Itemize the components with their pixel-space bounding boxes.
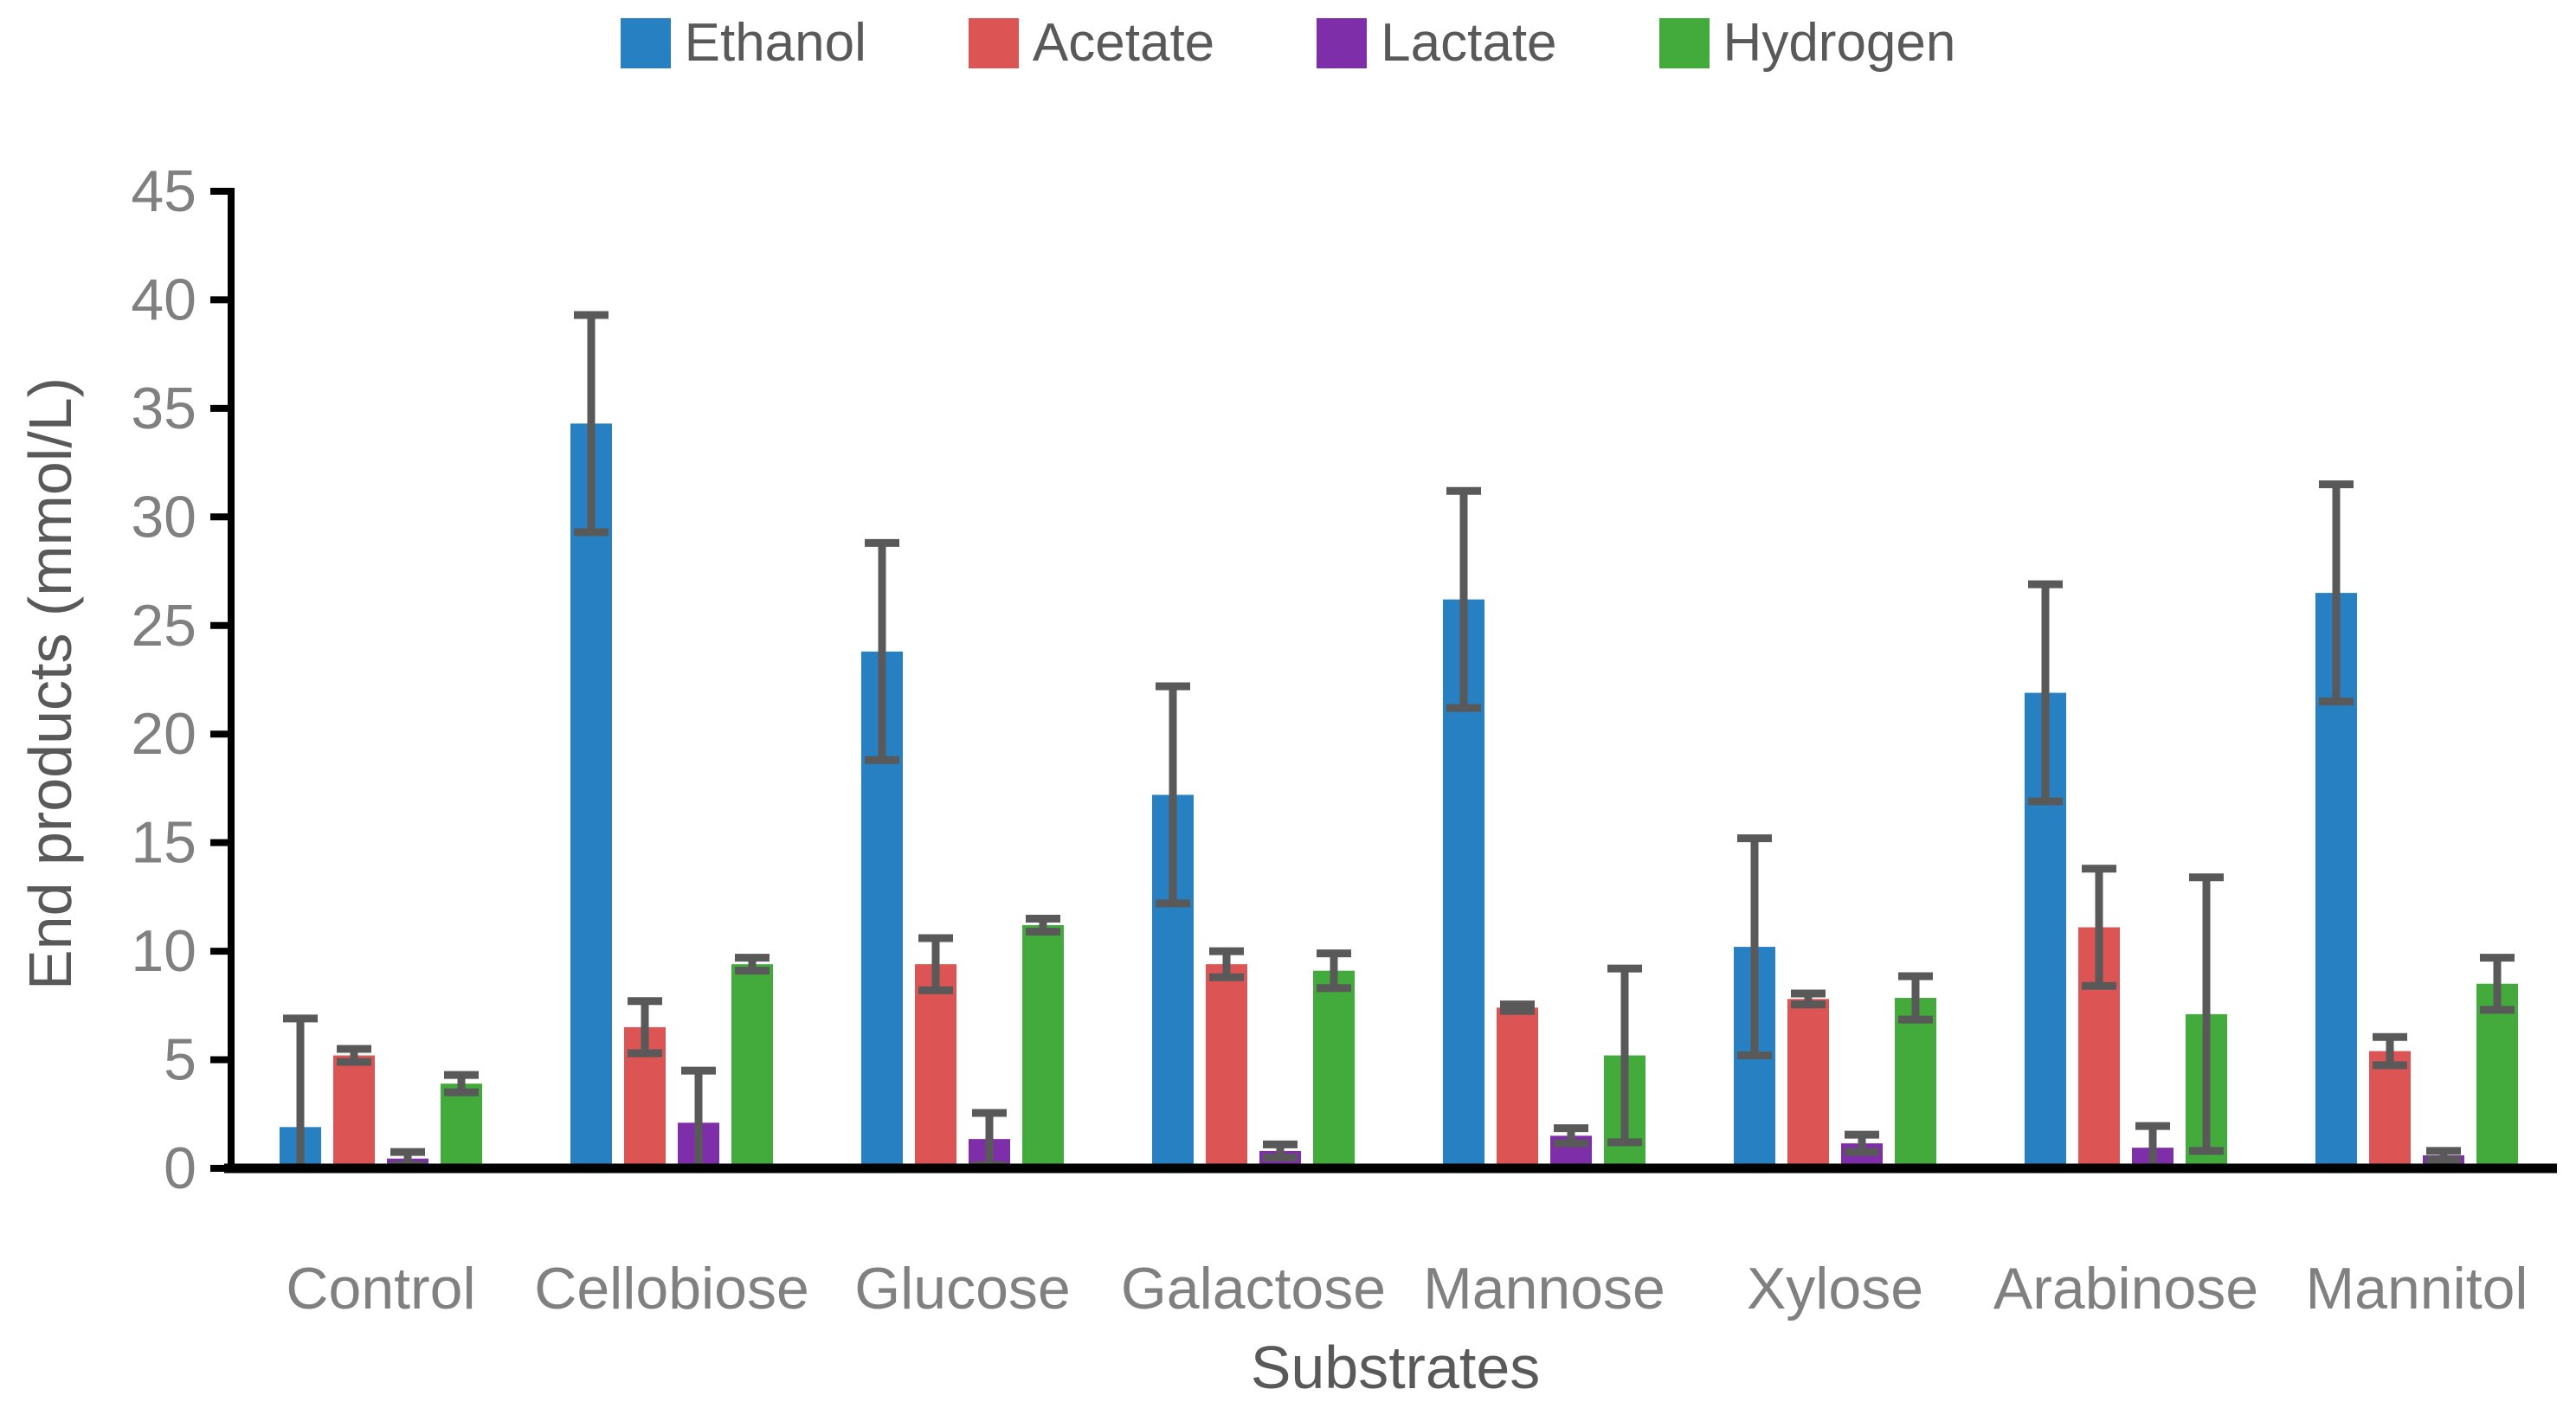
category-label-galactose: Galactose — [1121, 1256, 1386, 1322]
category-label-glucose: Glucose — [854, 1256, 1070, 1322]
bar-acetate-mannitol — [2369, 1051, 2411, 1168]
bar-acetate-mannose — [1497, 1007, 1538, 1168]
y-tick-label: 0 — [164, 1135, 196, 1201]
legend-item-hydrogen: Hydrogen — [1658, 12, 1956, 74]
x-axis-title: Substrates — [1250, 1334, 1541, 1401]
bar-acetate-xylose — [1787, 999, 1829, 1168]
bar-hydrogen-glucose — [1022, 924, 1064, 1168]
y-tick-label: 30 — [131, 484, 196, 550]
bar-hydrogen-xylose — [1895, 998, 1936, 1168]
legend: Ethanol Acetate Lactate Hydrogen — [0, 12, 2576, 74]
legend-swatch-acetate — [968, 17, 1019, 68]
category-label-mannitol: Mannitol — [2305, 1256, 2528, 1322]
legend-swatch-hydrogen — [1658, 17, 1710, 68]
category-label-arabinose: Arabinose — [1993, 1256, 2258, 1322]
y-tick-label: 10 — [131, 918, 196, 984]
bar-hydrogen-control — [441, 1084, 482, 1168]
y-tick-label: 20 — [131, 701, 196, 767]
category-label-control: Control — [286, 1256, 475, 1322]
y-tick-label: 5 — [164, 1027, 196, 1093]
y-tick-label: 35 — [131, 376, 196, 441]
category-label-cellobiose: Cellobiose — [534, 1256, 809, 1322]
y-tick-label: 15 — [131, 810, 196, 876]
bar-hydrogen-galactose — [1313, 970, 1355, 1168]
category-label-mannose: Mannose — [1423, 1256, 1665, 1322]
category-label-xylose: Xylose — [1747, 1256, 1923, 1322]
bar-ethanol-cellobiose — [570, 423, 612, 1169]
legend-item-lactate: Lactate — [1317, 12, 1557, 74]
bar-acetate-control — [333, 1055, 375, 1168]
legend-item-ethanol: Ethanol — [620, 12, 866, 74]
bar-hydrogen-mannitol — [2476, 983, 2518, 1168]
y-tick-label: 25 — [131, 593, 196, 659]
legend-label-hydrogen: Hydrogen — [1723, 13, 1956, 73]
legend-label-lactate: Lactate — [1381, 13, 1557, 73]
legend-item-acetate: Acetate — [968, 12, 1215, 74]
bar-acetate-glucose — [915, 964, 956, 1168]
legend-swatch-lactate — [1317, 17, 1368, 68]
y-tick-label: 45 — [131, 158, 196, 224]
bar-hydrogen-cellobiose — [731, 964, 773, 1168]
y-axis-title: End products (mmol/L) — [16, 376, 84, 991]
bar-acetate-galactose — [1206, 964, 1247, 1168]
legend-label-ethanol: Ethanol — [684, 13, 866, 73]
y-tick-label: 40 — [131, 267, 196, 332]
legend-label-acetate: Acetate — [1032, 13, 1215, 73]
legend-swatch-ethanol — [620, 17, 671, 68]
